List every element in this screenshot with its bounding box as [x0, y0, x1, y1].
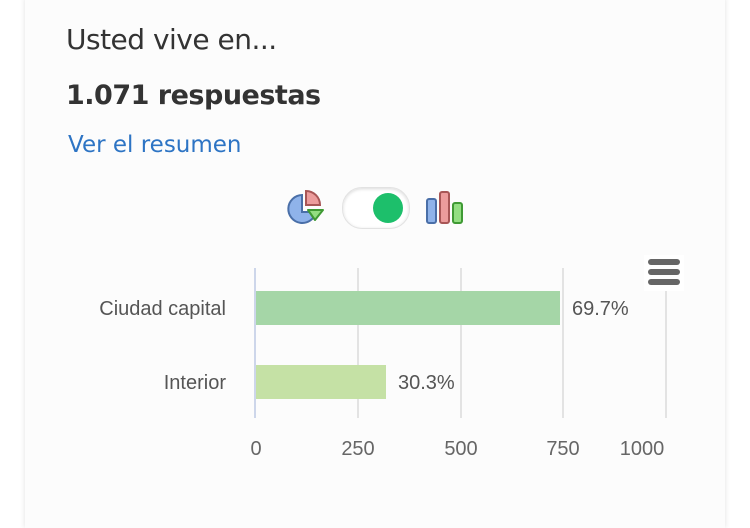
menu-line [648, 259, 680, 265]
hamburger-menu-icon[interactable] [644, 255, 684, 291]
view-summary-link[interactable]: Ver el resumen [68, 132, 242, 158]
bar-ciudad-capital[interactable] [256, 291, 560, 325]
menu-line [648, 269, 680, 275]
pie-chart-icon[interactable] [285, 188, 327, 226]
chart-type-toggle[interactable] [342, 187, 410, 229]
question-title: Usted vive en... [66, 23, 277, 56]
toggle-knob [373, 193, 403, 223]
chart-type-switcher [285, 185, 470, 230]
response-count: 1.071 respuestas [66, 80, 321, 111]
menu-line [648, 279, 680, 285]
bar-interior[interactable] [256, 365, 386, 399]
question-card [25, 0, 725, 528]
bar-chart-icon[interactable] [423, 189, 465, 227]
